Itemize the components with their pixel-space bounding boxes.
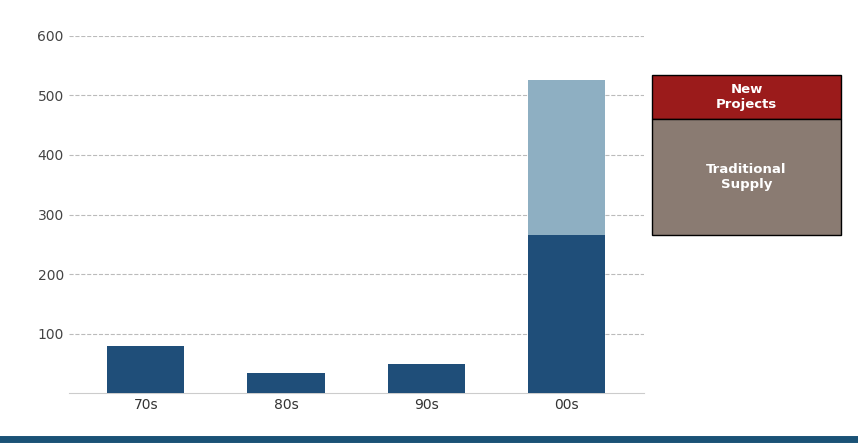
Bar	[388, 363, 465, 393]
Bar	[528, 236, 605, 393]
Bar	[528, 80, 605, 236]
Text: New
Projects: New Projects	[716, 83, 777, 111]
Bar	[247, 372, 324, 393]
Bar	[107, 346, 184, 393]
Text: Traditional
Supply: Traditional Supply	[706, 163, 787, 191]
